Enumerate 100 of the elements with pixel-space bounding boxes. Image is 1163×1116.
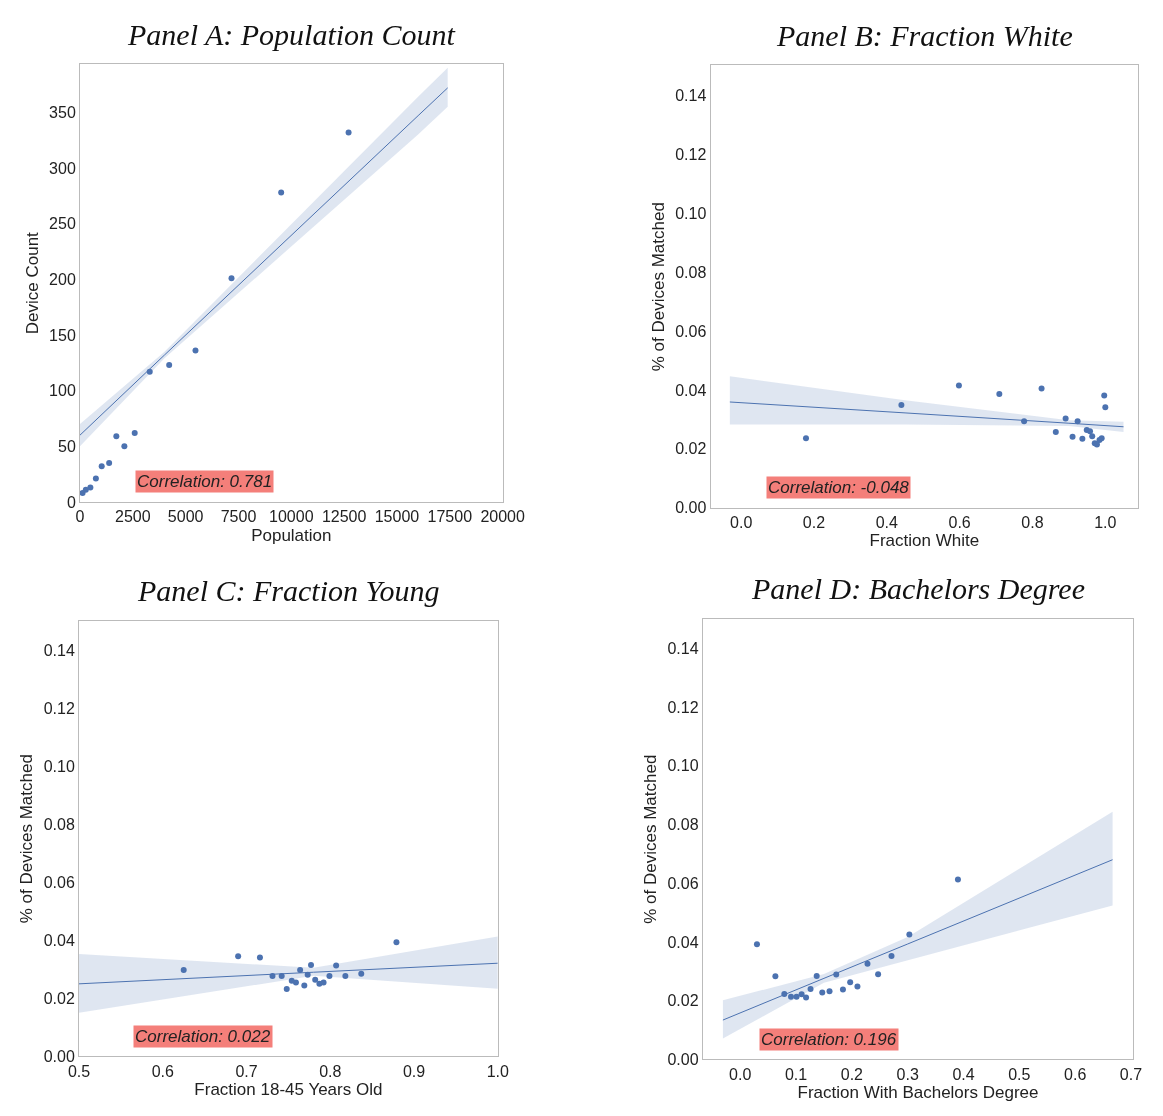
point xyxy=(235,953,242,960)
x-tick-label: 0.0 xyxy=(730,514,753,532)
y-tick-label: 0.04 xyxy=(675,381,707,399)
x-tick-label: 17500 xyxy=(427,508,473,526)
x-tick-label: 15000 xyxy=(374,508,420,526)
y-axis-title: Device Count xyxy=(22,231,42,335)
point xyxy=(316,980,323,987)
point xyxy=(345,129,352,136)
point xyxy=(1101,392,1108,399)
x-tick-label: 7500 xyxy=(220,508,257,526)
y-tick-label: 350 xyxy=(49,103,76,121)
y-axis-title: % of Devices Matched xyxy=(17,754,37,924)
point xyxy=(292,979,299,986)
point xyxy=(320,979,327,986)
y-tick-label: 0.12 xyxy=(43,699,75,717)
y-tick-label: 150 xyxy=(49,326,76,344)
y-tick-label: 100 xyxy=(49,382,76,400)
x-tick-label: 0.4 xyxy=(952,1065,975,1083)
y-tick-label: 0.02 xyxy=(43,989,75,1007)
point xyxy=(106,459,113,466)
y-tick-label: 0.06 xyxy=(675,322,707,340)
y-tick-label: 0.14 xyxy=(43,641,75,659)
annotation: Correlation: -0.048 xyxy=(768,478,910,497)
point xyxy=(1038,385,1045,392)
point xyxy=(788,993,795,1000)
point xyxy=(358,970,365,977)
y-tick-label: 50 xyxy=(57,437,76,455)
point xyxy=(1079,435,1086,442)
x-tick-label: 0.1 xyxy=(784,1065,808,1083)
point xyxy=(342,972,349,979)
point xyxy=(955,382,962,389)
point xyxy=(92,475,99,482)
x-tick-label: 0.9 xyxy=(402,1062,426,1080)
x-tick-label: 0.4 xyxy=(875,514,899,532)
point xyxy=(839,986,846,993)
point xyxy=(192,347,199,354)
x-axis-title: Fraction 18-45 Years Old xyxy=(194,1080,383,1100)
point xyxy=(1102,404,1109,411)
y-tick-label: 0 xyxy=(66,493,76,511)
y-tick-label: 0.14 xyxy=(667,639,699,657)
point xyxy=(180,966,187,973)
y-tick-label: 0.04 xyxy=(43,931,75,949)
y-tick-label: 0.06 xyxy=(667,874,699,892)
x-tick-label: 0.7 xyxy=(1119,1065,1143,1083)
x-tick-label: 0.7 xyxy=(235,1062,258,1080)
point xyxy=(256,954,263,961)
point xyxy=(308,961,315,968)
point xyxy=(954,876,961,883)
y-tick-label: 0.10 xyxy=(667,757,699,775)
point xyxy=(166,362,173,368)
point xyxy=(798,991,805,998)
x-tick-label: 0.6 xyxy=(151,1062,174,1080)
x-tick-label: 12500 xyxy=(321,508,367,526)
x-tick-label: 0.6 xyxy=(1064,1065,1087,1083)
point xyxy=(813,973,820,979)
point xyxy=(1089,433,1096,440)
point xyxy=(996,391,1003,398)
y-tick-label: 0.12 xyxy=(667,698,699,716)
annotation: Correlation: 0.196 xyxy=(761,1030,897,1049)
y-tick-label: 200 xyxy=(49,270,76,288)
y-axis-title: % of Devices Matched xyxy=(641,754,661,924)
point xyxy=(898,401,905,408)
point xyxy=(297,966,304,973)
point xyxy=(1062,415,1069,422)
y-tick-label: 0.08 xyxy=(43,815,75,833)
y-tick-label: 0.06 xyxy=(43,873,75,891)
point xyxy=(793,993,800,1000)
point xyxy=(864,960,871,967)
chart-title: Panel D: Bachelors Degree xyxy=(751,572,1085,605)
x-tick-label: 1.0 xyxy=(1094,514,1117,532)
line-series xyxy=(722,859,1114,1021)
x-tick-label: 2500 xyxy=(115,508,151,526)
point xyxy=(802,435,809,442)
y-axis-title: % of Devices Matched xyxy=(648,202,668,372)
x-tick-label: 0.2 xyxy=(802,514,826,532)
line-series xyxy=(729,401,1125,428)
point xyxy=(753,941,760,948)
point xyxy=(772,973,779,980)
point xyxy=(283,986,290,993)
y-tick-label: 0.12 xyxy=(675,145,707,163)
annotation: Correlation: 0.022 xyxy=(135,1027,271,1046)
y-tick-label: 0.04 xyxy=(667,933,699,951)
x-tick-label: 0.5 xyxy=(1008,1065,1031,1083)
x-tick-label: 0.8 xyxy=(1021,514,1044,532)
point xyxy=(228,275,235,282)
y-tick-label: 0.10 xyxy=(43,757,75,775)
point xyxy=(326,972,333,979)
x-tick-label: 0.3 xyxy=(896,1065,919,1083)
point xyxy=(803,994,810,1001)
x-tick-label: 1.0 xyxy=(486,1062,509,1080)
y-tick-label: 250 xyxy=(49,215,76,233)
point xyxy=(278,189,285,196)
point xyxy=(121,443,128,450)
x-axis-title: Population xyxy=(251,525,332,545)
y-tick-label: 0.10 xyxy=(675,204,707,222)
chart-title: Panel C: Fraction Young xyxy=(137,574,440,607)
x-axis-title: Fraction White xyxy=(869,531,980,551)
point xyxy=(875,971,882,978)
y-tick-label: 0.02 xyxy=(667,992,699,1010)
x-tick-label: 0.2 xyxy=(840,1065,864,1083)
